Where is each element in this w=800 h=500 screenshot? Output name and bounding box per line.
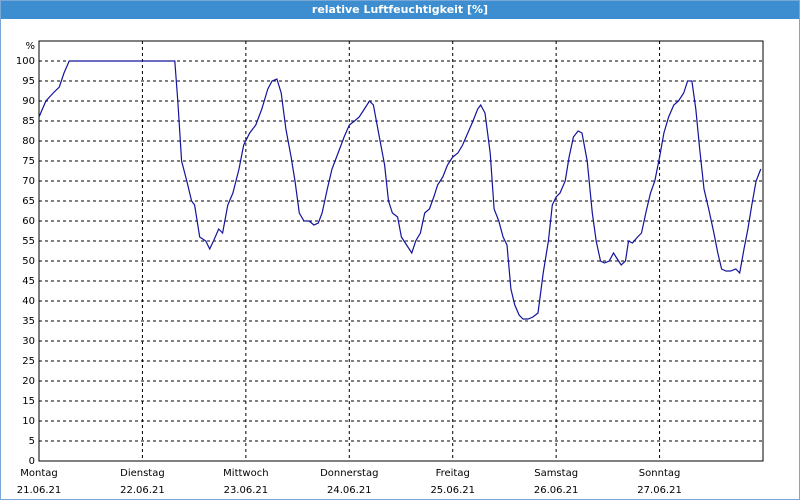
y-axis-label: % <box>25 41 35 52</box>
y-tick-label: 5 <box>29 436 35 447</box>
x-tick-label: Freitag <box>436 468 470 479</box>
y-tick-label: 70 <box>22 176 35 187</box>
x-tick-date: 21.06.21 <box>17 485 62 496</box>
y-tick-label: 10 <box>22 416 35 427</box>
y-tick-label: 45 <box>22 276 35 287</box>
x-tick-label: Donnerstag <box>320 468 378 479</box>
y-tick-label: 90 <box>22 96 35 107</box>
y-tick-label: 40 <box>22 296 35 307</box>
y-tick-label: 55 <box>22 236 35 247</box>
x-tick-label: Mittwoch <box>223 468 268 479</box>
x-tick-date: 23.06.21 <box>224 485 269 496</box>
x-tick-date: 22.06.21 <box>120 485 165 496</box>
plot-frame <box>38 40 764 462</box>
chart-title: relative Luftfeuchtigkeit [%] <box>1 1 799 19</box>
y-tick-label: 80 <box>22 136 35 147</box>
y-tick-label: 85 <box>22 116 35 127</box>
x-tick-label: Montag <box>20 468 57 479</box>
line-series <box>38 60 762 320</box>
y-tick-label: 15 <box>22 396 35 407</box>
y-tick-label: 95 <box>22 76 35 87</box>
x-tick-date: 26.06.21 <box>534 485 579 496</box>
y-tick-label: 50 <box>22 256 35 267</box>
y-tick-label: 0 <box>29 456 35 467</box>
y-tick-label: 25 <box>22 356 35 367</box>
y-tick-label: 75 <box>22 156 35 167</box>
x-tick-date: 25.06.21 <box>430 485 475 496</box>
y-tick-label: 20 <box>22 376 35 387</box>
x-tick-date: 27.06.21 <box>637 485 682 496</box>
x-tick-label: Dienstag <box>120 468 165 479</box>
y-tick-label: 100 <box>16 56 35 67</box>
y-tick-label: 65 <box>22 196 35 207</box>
x-tick-label: Samstag <box>534 468 578 479</box>
x-tick-label: Sonntag <box>639 468 681 479</box>
y-tick-label: 60 <box>22 216 35 227</box>
x-tick-date: 24.06.21 <box>327 485 372 496</box>
y-tick-label: 35 <box>22 316 35 327</box>
y-tick-label: 30 <box>22 336 35 347</box>
